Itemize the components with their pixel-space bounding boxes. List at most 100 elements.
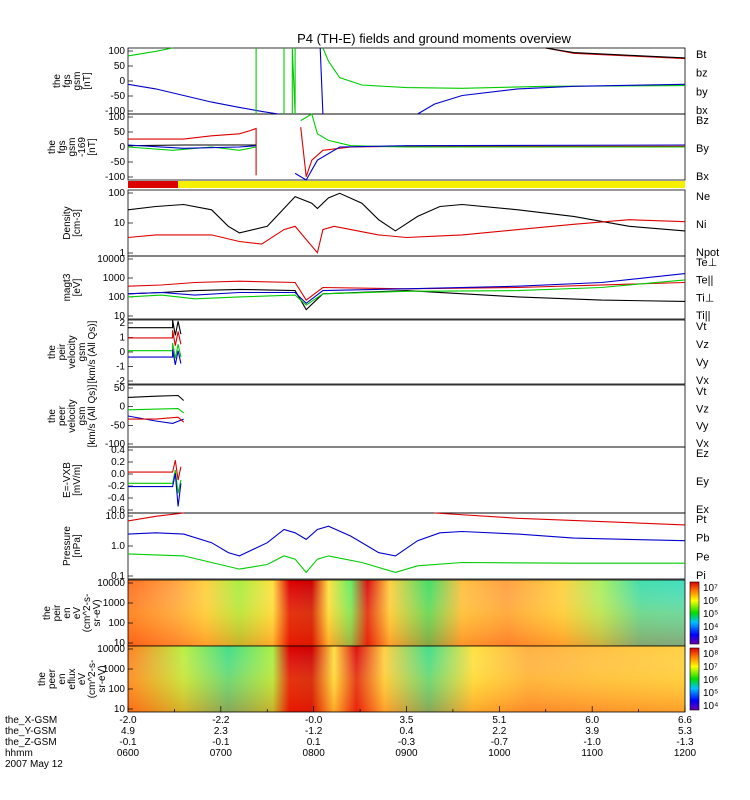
peer_spec-colorbar-label: 10⁴: [703, 701, 718, 712]
fgs2-ytick-label: 0: [119, 142, 125, 153]
fgs2-ylabel-line: gsm: [67, 138, 78, 157]
fgs2-legend-bz: Bz: [696, 115, 709, 127]
peer_spec-ylabel-line: the: [37, 672, 48, 686]
pressure-legend-pb: Pb: [696, 533, 709, 545]
temp-legend-te⊥: Te⊥: [696, 257, 717, 269]
peir-v-trace-3: [128, 349, 182, 365]
peir_spec-ylabel-line: sr-eV): [92, 599, 103, 626]
peer_v-ylabel: the peer velocity gsm [km/s (All Qs)]: [47, 384, 98, 447]
fgs-legend-bx: bx: [696, 105, 708, 117]
temp-legend-ti⊥: Ti⊥: [696, 292, 714, 304]
peir_spec-ylabel-line: en: [62, 607, 73, 618]
fgs-ytick-label: 0: [119, 76, 125, 87]
peer_spec-ylabel-line: peer: [47, 668, 58, 689]
fgs2-ylabel: the fgs gsm -169 [nT]: [47, 137, 98, 157]
peir_v-ytick-label: 2: [119, 318, 125, 329]
fgs2-ylabel-line: the: [47, 140, 58, 154]
x-tick-label: 0800: [303, 748, 326, 759]
pressure-ytick-label: 10.0: [106, 511, 126, 522]
peer_spec-spectrogram-shade: [128, 646, 685, 712]
efield-ez-trace: [128, 460, 182, 481]
pressure-legend-pe: Pe: [696, 551, 709, 563]
peer_v-ylabel-line: peer: [57, 405, 68, 426]
x-tick-label: 1200: [674, 748, 697, 759]
x-tick-label: 0.1: [307, 737, 321, 748]
peir_spec-ylabel-line: peir: [52, 604, 63, 621]
efield-ex-trace: [128, 473, 182, 507]
peir_v-legend-vz: Vz: [696, 339, 709, 351]
peir_v-legend-vy: Vy: [696, 357, 709, 369]
x-tick-label: -2.0: [119, 715, 137, 726]
fgs-bx-trace: [127, 83, 279, 115]
peer_v-ylabel-line: the: [47, 409, 58, 423]
temp-tipar-trace: [127, 279, 686, 306]
x-tick-label: 6.6: [678, 715, 692, 726]
pressure-ylabel-line: Pressure: [62, 526, 73, 566]
fgs2-by-trace2: [300, 113, 685, 148]
peir_v-ytick-label: -2: [116, 376, 125, 387]
peer-vy-trace: [127, 408, 185, 414]
peir_spec-colorbar-label: 10⁷: [703, 583, 718, 594]
peer_spec-ytick-label: 10: [114, 704, 126, 715]
x-tick-label: 5.1: [492, 715, 506, 726]
fgs-legend-by: by: [696, 86, 708, 98]
density-ylabel: Density [cm-3]: [62, 206, 83, 239]
efield-legend-ez: Ez: [696, 448, 709, 460]
peir_v-ylabel-line: velocity: [67, 335, 78, 368]
density-legend-npot: Npot: [696, 247, 719, 259]
peer_spec-colorbar-label: 10⁸: [703, 649, 718, 660]
temp-ylabel-line: [eV]: [72, 278, 83, 296]
fgs-ylabel-line: [nT]: [82, 72, 93, 89]
x-row-label: hhmm: [5, 748, 33, 759]
fgs-by-trace2: [322, 47, 686, 89]
plot-title: P4 (TH-E) fields and ground moments over…: [297, 31, 571, 46]
status-bar-red: [128, 181, 178, 188]
fgs-legend-bz: bz: [696, 68, 708, 80]
efield-ey-trace: [128, 469, 182, 494]
pressure-ylabel: Pressure [nPa]: [62, 526, 83, 566]
fgs2-ytick-label: -100: [105, 172, 125, 183]
peer_spec-ytick-label: 100: [108, 684, 125, 695]
peir_spec-ylabel-line: the: [42, 606, 53, 620]
fgs-ylabel-line: the: [52, 74, 63, 88]
x-tick-label: -0.0: [305, 715, 323, 726]
peer_v-ylabel-line: [km/s (All Qs)]: [87, 384, 98, 447]
peir_v-ylabel-line: the: [47, 345, 58, 359]
fgs2-bx-trace: [127, 144, 257, 149]
x-date-label: 2007 May 12: [5, 759, 63, 770]
fgs2-ytick-label: 100: [108, 112, 125, 123]
pressure-pb-trace2: [434, 512, 686, 526]
temp-tiperp-trace: [127, 273, 686, 305]
peer_spec-ylabel-line: (cm^2-s-: [87, 660, 98, 699]
peir_spec-ylabel-line: (cm^2-s-: [82, 594, 93, 633]
efield-ylabel-line: [mV/m]: [72, 464, 83, 496]
fgs2-bt-trace: [127, 144, 257, 147]
density-ni-trace: [127, 192, 686, 234]
density-ytick-label: 1: [119, 248, 125, 259]
peer_v-legend-vy: Vy: [696, 421, 709, 433]
x-tick-label: -0.1: [119, 737, 137, 748]
fgs-by-trace: [127, 47, 173, 57]
efield-ytick-label: -0.2: [108, 481, 126, 492]
peer_spec-ylabel-line: eflux: [67, 668, 78, 689]
peer-vz-trace: [128, 416, 185, 423]
pressure-legend-pi: Pi: [696, 570, 706, 582]
peer_spec-ylabel-line: sr-eV): [97, 665, 108, 692]
status-bar-yellow: [128, 181, 685, 188]
x-tick-label: 3.9: [585, 726, 599, 737]
peer_v-ytick-label: -100: [105, 439, 125, 450]
peir_spec-colorbar-label: 10⁶: [703, 596, 718, 607]
density-ne-trace: [127, 219, 686, 254]
peer_v-ytick-label: -50: [111, 420, 126, 431]
peer_spec-colorbar-label: 10⁶: [703, 675, 718, 686]
density-ytick-label: 100: [108, 188, 125, 199]
x-tick-label: -1.2: [305, 726, 323, 737]
fgs2-ylabel-line: -169: [77, 137, 88, 157]
efield-frame: [127, 446, 686, 514]
pressure-ytick-label: 1.0: [111, 541, 125, 552]
peir_spec-colorbar-label: 10³: [703, 635, 718, 646]
x-tick-label: -0.3: [398, 737, 416, 748]
x-tick-label: 0600: [117, 748, 140, 759]
peer_spec-colorbar-label: 10⁵: [703, 688, 718, 699]
